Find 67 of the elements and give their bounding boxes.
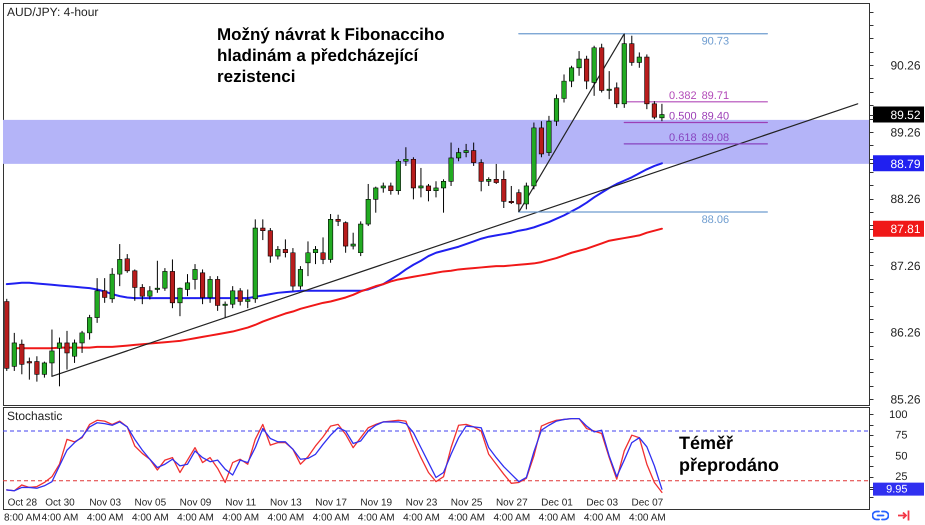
x-tick-label: Nov 11 4:00 AM (222, 498, 260, 524)
candlestick (282, 238, 288, 258)
candlestick (124, 254, 130, 274)
x-tick-label: Oct 30 4:00 AM (42, 498, 78, 524)
y-tick-label: 88.79 (890, 156, 921, 171)
candlestick (343, 220, 348, 254)
candlestick (34, 356, 40, 382)
y-tick-label: 25 (895, 471, 908, 484)
candlestick (320, 236, 326, 265)
candlestick (132, 268, 138, 302)
x-tick-label: Nov 25 4:00 AM (448, 498, 485, 524)
y-tick-label: 87.26 (890, 258, 921, 273)
candlestick (64, 330, 70, 370)
candlestick (102, 278, 108, 304)
y-tick-label: 89.52 (890, 108, 921, 122)
chart-title: Stochastic (7, 409, 62, 423)
x-tick-label: Nov 09 4:00 AM (177, 498, 214, 524)
candlestick (162, 268, 168, 292)
candlestick (184, 274, 190, 297)
x-tick-label: Nov 13 4:00 AM (268, 498, 304, 524)
candlestick (87, 314, 92, 340)
candlestick (140, 284, 145, 305)
x-tick-label: Nov 17 4:00 AM (312, 498, 350, 524)
candlestick (26, 357, 32, 380)
candlestick (275, 246, 280, 260)
candlestick (238, 288, 243, 306)
candlestick (192, 264, 198, 290)
x-tick-label: Nov 27 4:00 AM (493, 498, 530, 524)
candlestick (245, 288, 250, 309)
annotation: Téměř přeprodáno (679, 433, 780, 475)
x-tick-label: Nov 03 4:00 AM (86, 498, 124, 524)
candlestick (312, 246, 318, 265)
x-tick-label: Nov 19 4:00 AM (358, 498, 395, 524)
y-tick-label: 9.95 (886, 484, 908, 496)
candlestick (222, 300, 228, 318)
candlestick (260, 218, 266, 241)
x-tick-label: Nov 05 4:00 AM (132, 498, 169, 524)
x-tick-label: Oct 28 8:00 AM (4, 498, 41, 524)
y-tick-label: 88.26 (890, 192, 921, 206)
candlestick (177, 286, 183, 317)
y-tick-label: 87.81 (890, 222, 921, 236)
candlestick (12, 332, 17, 372)
candlestick (305, 240, 311, 277)
y-tick-label: 89.26 (890, 125, 921, 140)
candlestick (72, 339, 78, 364)
y-tick-label: 75 (895, 430, 908, 442)
x-tick-label: Dec 03 4:00 AM (584, 498, 621, 524)
y-tick-label: 86.26 (890, 326, 921, 340)
candlestick (42, 361, 47, 378)
candlestick (208, 276, 213, 304)
candlestick (350, 232, 356, 250)
candlestick (80, 330, 85, 354)
x-tick-label: Nov 23 4:00 AM (403, 498, 440, 524)
candlestick (147, 286, 152, 300)
y-tick-label: 50 (895, 450, 908, 462)
candlestick (117, 244, 122, 287)
y-tick-label: 85.26 (890, 392, 921, 406)
candlestick (298, 266, 303, 290)
candlestick (56, 337, 62, 387)
candlestick (154, 260, 160, 294)
y-tick-label: 100 (889, 408, 908, 421)
candlestick (49, 329, 54, 377)
x-tick-label: Dec 01 4:00 AM (538, 498, 576, 524)
x-tick-label: Dec 07 4:00 AM (629, 498, 666, 524)
candlestick (230, 286, 236, 309)
y-tick-label: 90.26 (890, 58, 921, 73)
candlestick (19, 339, 24, 375)
